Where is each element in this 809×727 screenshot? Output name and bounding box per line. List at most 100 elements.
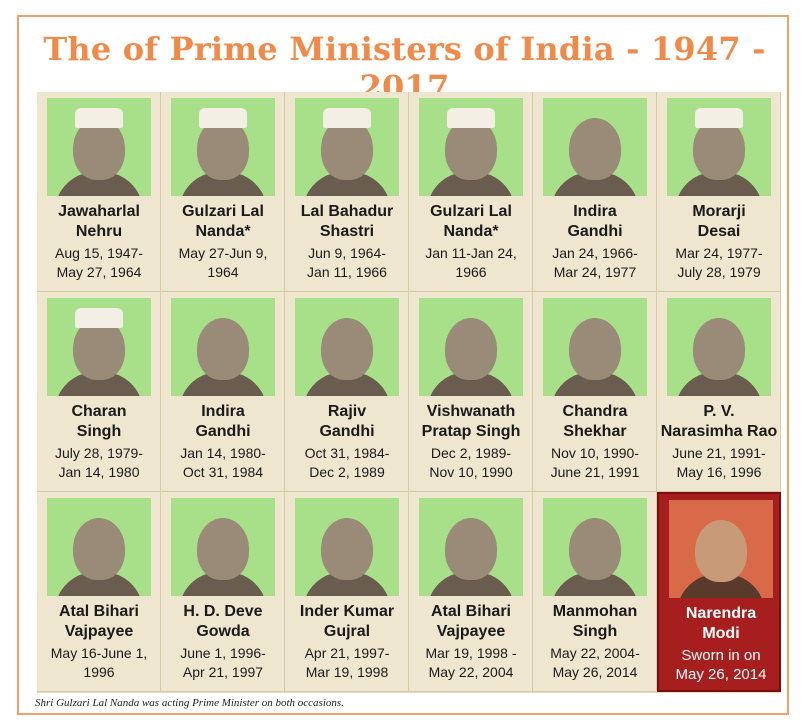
pm-term-dates: Sworn in on May 26, 2014 [659, 646, 783, 684]
pm-name-line2: Nehru [75, 223, 123, 240]
pm-term-line2: Apr 21, 1997 [182, 664, 264, 680]
pm-name: Atal Bihari Vajpayee [37, 602, 161, 642]
pm-term-line2: Jan 14, 1980 [58, 464, 140, 480]
pm-name-line1: Jawaharlal [58, 203, 140, 220]
pm-term-line2: May 26, 2014 [675, 666, 767, 683]
portrait-face [197, 118, 249, 180]
pm-term-line1: June 21, 1991- [672, 445, 766, 461]
portrait-face [73, 318, 125, 380]
portrait-photo [47, 298, 151, 396]
portrait-photo [419, 498, 523, 596]
pm-name-line1: P. V. [703, 403, 735, 420]
pm-grid: Jawaharlal Nehru Aug 15, 1947- May 27, 1964… [37, 92, 781, 693]
portrait-face [569, 118, 621, 180]
pm-name-line1: Lal Bahadur [300, 203, 394, 220]
pm-name-line1: Gulzari Lal [182, 203, 264, 220]
pm-term-dates: Jan 24, 1966- Mar 24, 1977 [533, 244, 657, 282]
pm-term-line2: Nov 10, 1990 [429, 464, 513, 480]
pm-name: P. V. Narasimha Rao [657, 402, 781, 442]
pm-term-line2: Mar 24, 1977 [553, 264, 637, 280]
pm-card: Chandra Shekhar Nov 10, 1990- June 21, 1991 [533, 292, 657, 492]
pm-term-line2: Dec 2, 1989 [309, 464, 385, 480]
pm-card: Rajiv Gandhi Oct 31, 1984- Dec 2, 1989 [285, 292, 409, 492]
pm-name-line1: Indira [201, 403, 245, 420]
portrait-photo [171, 98, 275, 196]
pm-term-line1: Mar 24, 1977- [675, 245, 763, 261]
portrait-cap [695, 108, 743, 128]
portrait-face [321, 318, 373, 380]
pm-name-line2: Gowda [196, 623, 250, 640]
pm-term-line1: Jan 24, 1966- [552, 245, 638, 261]
portrait-face [693, 118, 745, 180]
pm-term-line1: May 16-June 1, [50, 645, 148, 661]
pm-name-line2: Shastri [319, 223, 375, 240]
pm-term-dates: Apr 21, 1997- Mar 19, 1998 [285, 644, 409, 682]
pm-name-line2: Gujral [323, 623, 371, 640]
pm-term-dates: Mar 24, 1977- July 28, 1979 [657, 244, 781, 282]
pm-card: Morarji Desai Mar 24, 1977- July 28, 1979 [657, 92, 781, 292]
pm-term-line2: 1996 [83, 664, 115, 680]
portrait-photo [47, 498, 151, 596]
pm-term-line1: Aug 15, 1947- [55, 245, 143, 261]
pm-name-line1: Vishwanath [426, 403, 516, 420]
pm-term-line1: Dec 2, 1989- [430, 445, 512, 461]
pm-name-line2: Gandhi [319, 423, 375, 440]
portrait-photo [47, 98, 151, 196]
pm-term-dates: July 28, 1979- Jan 14, 1980 [37, 444, 161, 482]
pm-name: Rajiv Gandhi [285, 402, 409, 442]
portrait-cap [75, 308, 123, 328]
pm-name-line2: Nanda* [443, 223, 499, 240]
pm-term-dates: Dec 2, 1989- Nov 10, 1990 [409, 444, 533, 482]
pm-card: Charan Singh July 28, 1979- Jan 14, 1980 [37, 292, 161, 492]
pm-name-line2: Vajpayee [436, 623, 506, 640]
portrait-photo [667, 298, 771, 396]
pm-name-line1: Atal Bihari [58, 603, 139, 620]
pm-name-line2: Gandhi [567, 223, 623, 240]
pm-name: Charan Singh [37, 402, 161, 442]
pm-term-line1: Nov 10, 1990- [551, 445, 639, 461]
pm-card: Narendra Modi Sworn in on May 26, 2014 [657, 492, 781, 692]
pm-term-line1: May 27-Jun 9, [178, 245, 268, 261]
pm-term-line2: May 16, 1996 [676, 464, 762, 480]
pm-term-dates: Aug 15, 1947- May 27, 1964 [37, 244, 161, 282]
pm-name-line2: Modi [702, 625, 740, 642]
pm-board: Jawaharlal Nehru Aug 15, 1947- May 27, 1964… [37, 92, 781, 693]
pm-name-line1: Morarji [692, 203, 746, 220]
pm-name: Vishwanath Pratap Singh [409, 402, 533, 442]
pm-card: Manmohan Singh May 22, 2004- May 26, 2014 [533, 492, 657, 692]
pm-card: Lal Bahadur Shastri Jun 9, 1964- Jan 11, 19… [285, 92, 409, 292]
pm-term-line2: May 27, 1964 [56, 264, 142, 280]
pm-term-line2: Oct 31, 1984 [182, 464, 264, 480]
pm-term-dates: May 16-June 1, 1996 [37, 644, 161, 682]
poster-frame [17, 15, 789, 715]
pm-name-line2: Vajpayee [64, 623, 134, 640]
pm-name: Chandra Shekhar [533, 402, 657, 442]
portrait-photo [543, 498, 647, 596]
pm-name-line1: Rajiv [327, 403, 367, 420]
portrait-face [693, 318, 745, 380]
pm-term-dates: Mar 19, 1998 - May 22, 2004 [409, 644, 533, 682]
pm-term-line2: May 22, 2004 [428, 664, 514, 680]
pm-term-line1: Jun 9, 1964- [308, 245, 386, 261]
pm-name: Gulzari Lal Nanda* [161, 202, 285, 242]
portrait-photo [419, 98, 523, 196]
portrait-face [569, 518, 621, 580]
portrait-face [321, 518, 373, 580]
pm-name: Manmohan Singh [533, 602, 657, 642]
portrait-face [445, 318, 497, 380]
portrait-face [197, 318, 249, 380]
portrait-cap [323, 108, 371, 128]
pm-name-line1: Atal Bihari [430, 603, 511, 620]
pm-card: H. D. Deve Gowda June 1, 1996- Apr 21, 1997 [161, 492, 285, 692]
portrait-photo [669, 500, 773, 598]
pm-name: Gulzari Lal Nanda* [409, 202, 533, 242]
pm-name-line1: Charan [71, 403, 127, 420]
pm-name: Inder Kumar Gujral [285, 602, 409, 642]
pm-term-line1: June 1, 1996- [180, 645, 266, 661]
pm-term-line2: 1966 [455, 264, 487, 280]
pm-term-line2: May 26, 2014 [552, 664, 638, 680]
pm-card: Jawaharlal Nehru Aug 15, 1947- May 27, 1964 [37, 92, 161, 292]
pm-name: Atal Bihari Vajpayee [409, 602, 533, 642]
pm-term-line2: Jan 11, 1966 [307, 264, 387, 280]
pm-term-line2: 1964 [207, 264, 239, 280]
